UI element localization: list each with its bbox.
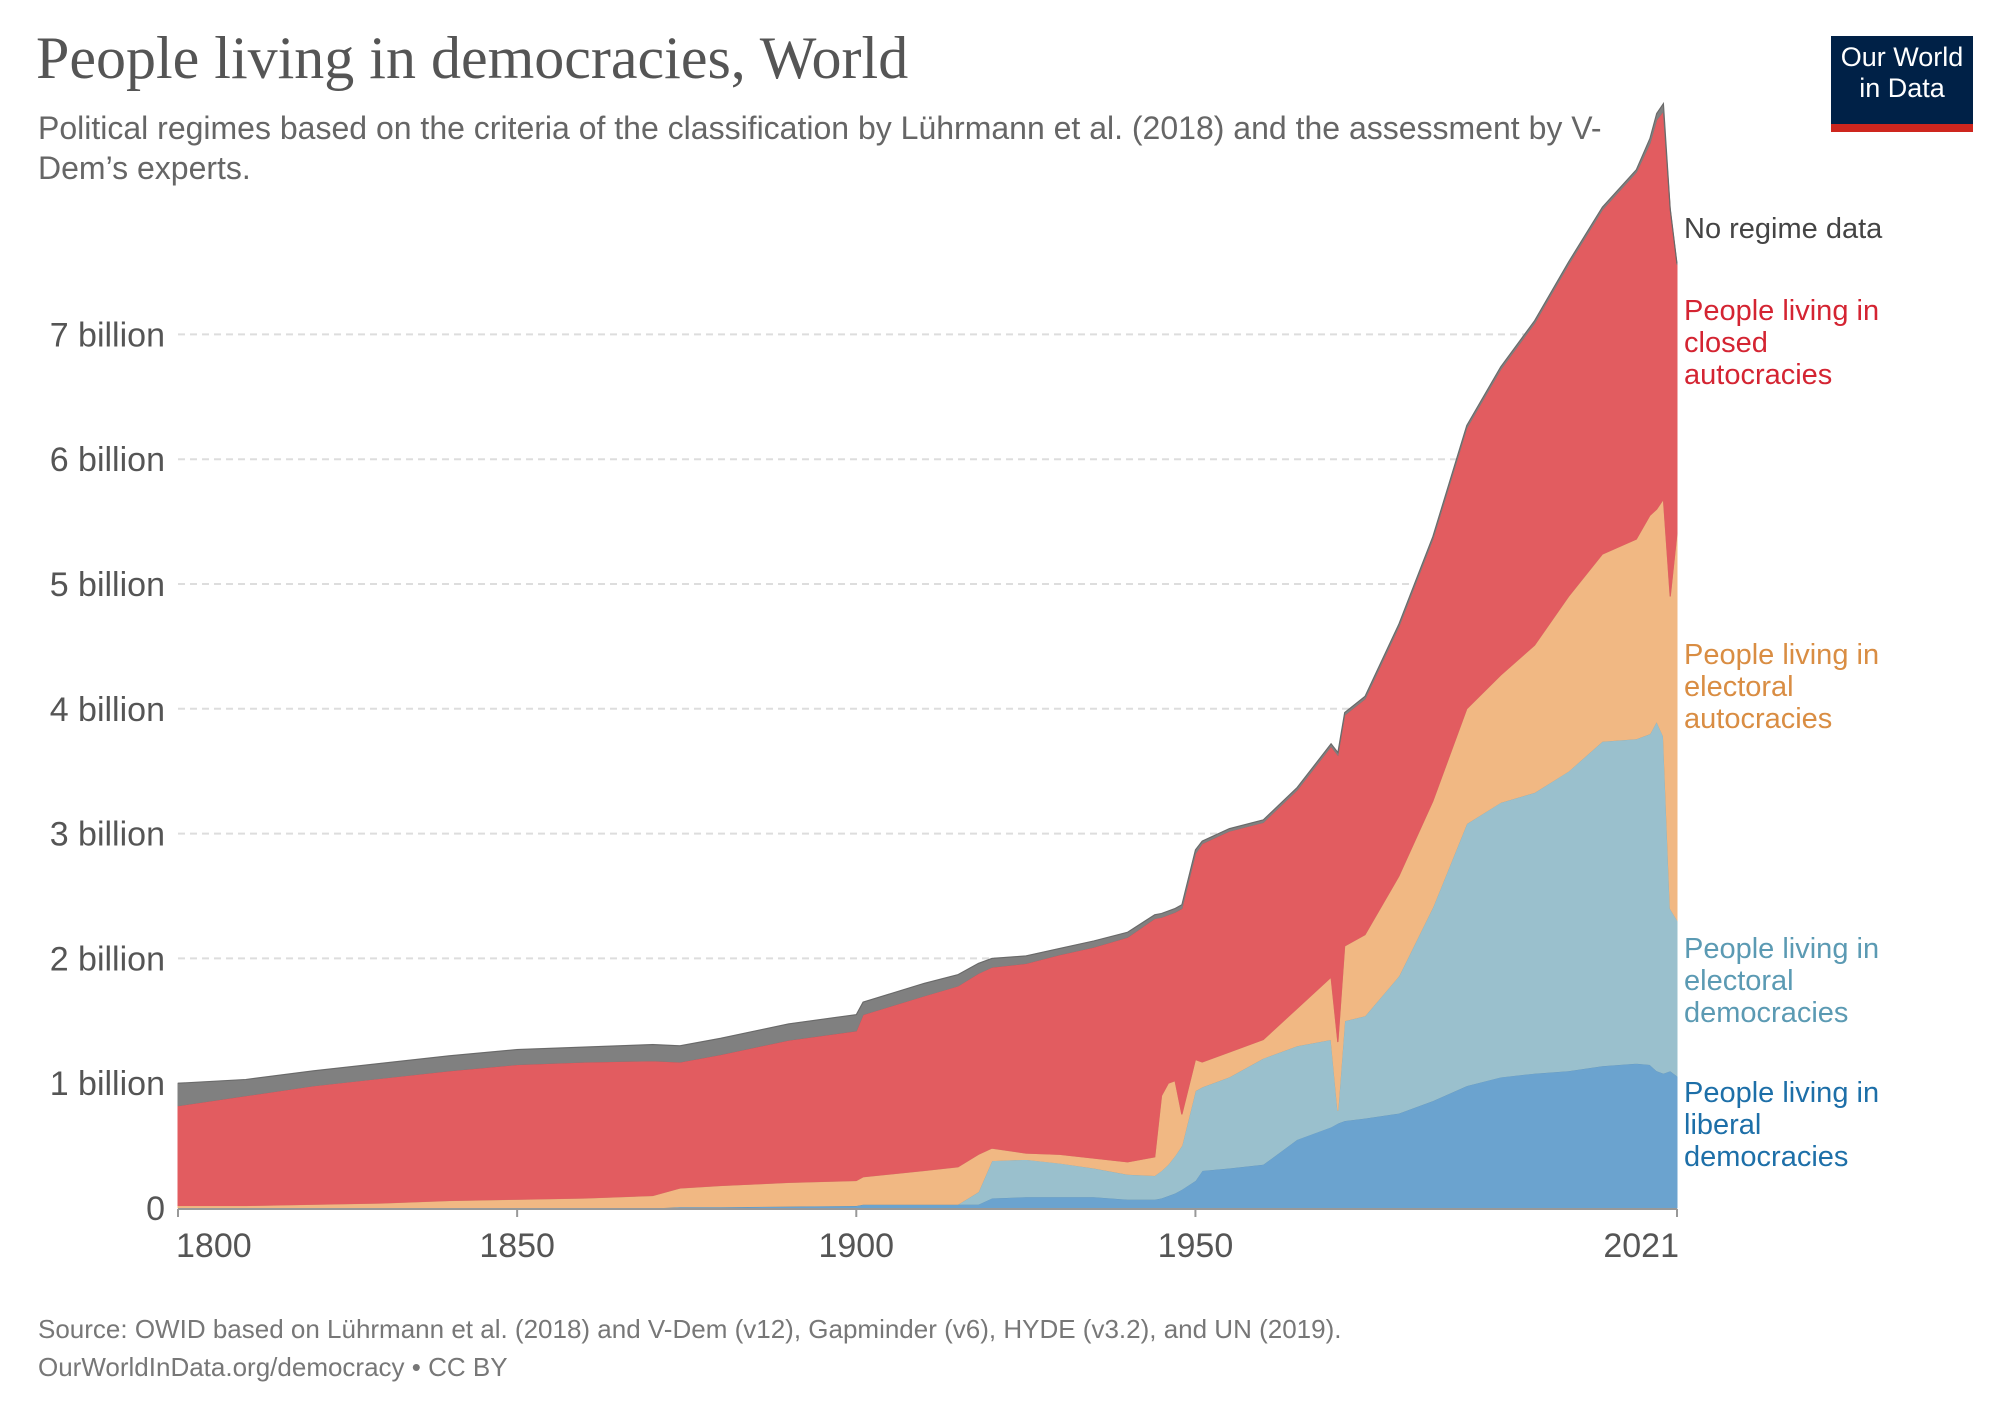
y-tick-label: 1 billion [50,1065,165,1103]
y-tick-label: 7 billion [50,316,165,354]
logo-line-1: Our World [1840,42,1964,72]
x-tick-label: 1850 [479,1227,555,1265]
y-tick-label: 4 billion [50,691,165,729]
chart-title: People living in democracies, World [36,25,909,91]
logo-line-2: in Data [1859,73,1945,103]
footer: Source: OWID based on Lührmann et al. (2… [38,1310,1341,1386]
y-axis-ticks: 0 1 billion 2 billion 3 billion 4 billion 5 b… [50,316,165,1228]
area-no-regime-data[interactable] [177,102,1678,1107]
y-tick-label: 2 billion [50,940,165,978]
y-tick-label: 6 billion [50,441,165,479]
x-tick-label: 1950 [1158,1227,1234,1265]
y-tick-label: 5 billion [50,566,165,604]
legend-label[interactable]: No regime data [1684,213,1883,245]
legend-label[interactable]: People living in closed autocracies [1684,295,1879,391]
x-tick-label: 1900 [818,1227,894,1265]
x-axis: 1800 1850 1900 1950 2021 [176,1208,1679,1265]
area-edge [177,101,1678,1084]
y-tick-label: 3 billion [50,816,165,854]
source-note: Source: OWID based on Lührmann et al. (2… [38,1314,1342,1344]
y-tick-label: 0 [146,1190,165,1228]
chart-subtitle: Political regimes based on the criteria … [38,110,1602,186]
legend-label[interactable]: People living in electoral democracies [1684,933,1879,1029]
legend: People living in liberal democracies People… [1684,213,1883,1173]
x-tick-label: 1800 [176,1227,252,1265]
owid-logo[interactable]: Our World in Data [1831,36,1973,132]
area-series [177,101,1678,1209]
license-note[interactable]: OurWorldInData.org/democracy • CC BY [38,1352,508,1382]
legend-label[interactable]: People living in electoral autocracies [1684,639,1879,735]
legend-label[interactable]: People living in liberal democracies [1684,1077,1879,1173]
x-tick-label: 2021 [1603,1227,1679,1265]
